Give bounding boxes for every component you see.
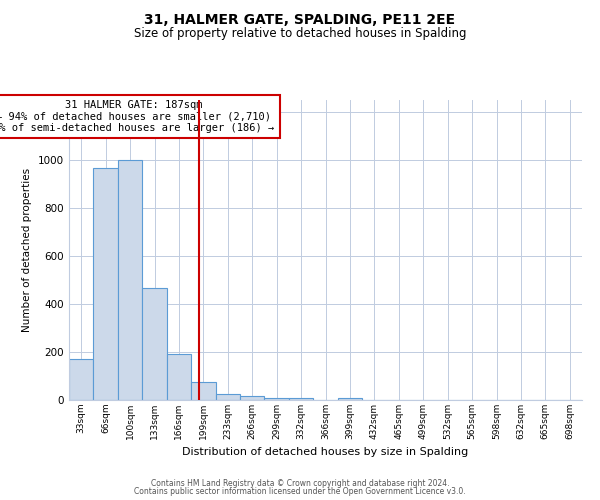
Text: 31 HALMER GATE: 187sqm
← 94% of detached houses are smaller (2,710)
6% of semi-d: 31 HALMER GATE: 187sqm ← 94% of detached…: [0, 100, 275, 133]
Bar: [94, 168, 118, 400]
Bar: [338, 398, 362, 400]
Text: Size of property relative to detached houses in Spalding: Size of property relative to detached ho…: [134, 28, 466, 40]
Y-axis label: Number of detached properties: Number of detached properties: [22, 168, 32, 332]
X-axis label: Distribution of detached houses by size in Spalding: Distribution of detached houses by size …: [182, 448, 469, 458]
Bar: [265, 398, 289, 400]
Text: 31, HALMER GATE, SPALDING, PE11 2EE: 31, HALMER GATE, SPALDING, PE11 2EE: [145, 12, 455, 26]
Bar: [215, 394, 240, 400]
Text: Contains public sector information licensed under the Open Government Licence v3: Contains public sector information licen…: [134, 487, 466, 496]
Bar: [167, 354, 191, 400]
Bar: [118, 160, 142, 400]
Text: Contains HM Land Registry data © Crown copyright and database right 2024.: Contains HM Land Registry data © Crown c…: [151, 478, 449, 488]
Bar: [289, 398, 313, 400]
Bar: [142, 288, 167, 400]
Bar: [191, 382, 215, 400]
Bar: [240, 396, 265, 400]
Bar: [69, 359, 94, 400]
